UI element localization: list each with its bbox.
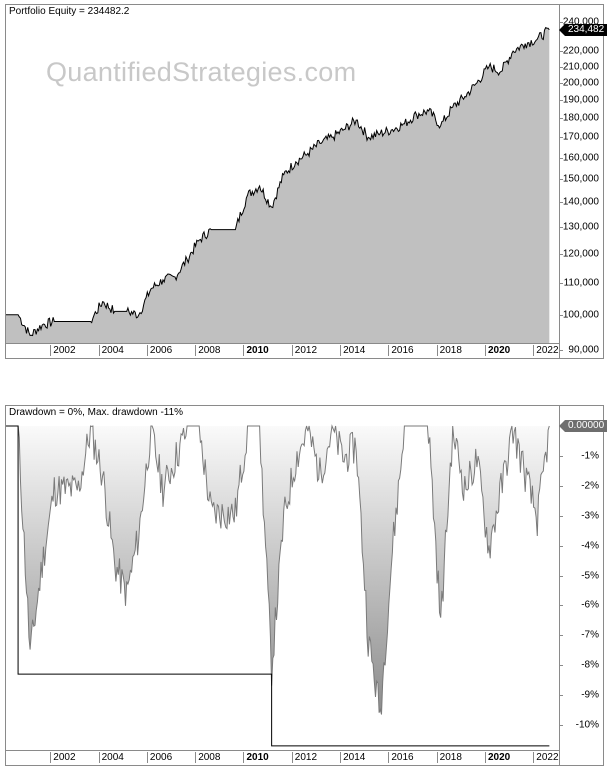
- y-tick-mark: [559, 282, 563, 284]
- y-tick-mark: [559, 725, 563, 726]
- y-tick-mark: [559, 575, 563, 577]
- y-tick-mark: [559, 545, 563, 547]
- y-tick-label: 220,000: [562, 45, 599, 57]
- y-tick-mark: [559, 157, 563, 159]
- x-tick-label: 2010: [243, 345, 269, 356]
- x-tick-label: 2022: [533, 752, 559, 763]
- y-tick-label: 160,000: [562, 152, 599, 164]
- drawdown-line: [6, 424, 550, 715]
- y-tick-label: -2%: [581, 480, 599, 492]
- last-value-flag: 0.00000: [558, 420, 608, 432]
- y-tick-mark: [559, 118, 563, 120]
- x-axis: 2002 2004 2006 2008 2010 2012 2014 2016 2018 2020…: [6, 343, 559, 358]
- x-tick-label: 2016: [388, 752, 414, 763]
- y-tick-label: -10%: [575, 719, 599, 731]
- y-tick-label: 120,000: [562, 248, 599, 260]
- y-tick-mark: [559, 82, 563, 84]
- y-tick-mark: [559, 227, 563, 229]
- y-tick-mark: [559, 665, 563, 667]
- y-tick-label: -9%: [581, 689, 599, 701]
- y-tick-label: 200,000: [562, 77, 599, 89]
- equity-line: [6, 26, 550, 337]
- y-tick-mark: [559, 314, 563, 316]
- y-tick-label: 110,000: [563, 277, 599, 289]
- y-axis: 234,482 90,000 100,000 110,000 120,000 130,0…: [558, 5, 608, 358]
- y-tick-label: -8%: [581, 659, 599, 671]
- x-tick-label: 2014: [340, 345, 365, 356]
- x-tick-label: 2002: [50, 752, 76, 763]
- y-tick-mark: [559, 100, 563, 102]
- y-tick-label: -6%: [581, 599, 599, 611]
- x-tick-label: 2008: [195, 752, 220, 763]
- y-tick-mark: [559, 137, 563, 139]
- y-tick-mark: [559, 253, 563, 255]
- x-tick-label: 2002: [50, 345, 76, 356]
- y-tick-mark: [559, 66, 563, 68]
- x-tick-label: 2012: [291, 345, 317, 356]
- y-axis: 0.00000 -1% -2% -3% -4% -5% -6% -7% -8% -9% -10%: [558, 406, 608, 765]
- equity-curve: [6, 26, 550, 343]
- y-tick-label: 130,000: [562, 221, 599, 233]
- max-drawdown-line: [6, 425, 550, 747]
- x-tick-label: 2022: [533, 345, 559, 356]
- y-tick-mark: [559, 202, 563, 204]
- drawdown-curve: [6, 424, 550, 747]
- drawdown-plot-area: 2002 2004 2006 2008 2010 2012 2014 2016 2018 2020…: [6, 406, 560, 765]
- y-tick-label: 180,000: [562, 112, 599, 124]
- x-tick-label: 2014: [340, 752, 365, 763]
- drawdown-chart-panel: Drawdown = 0%, Max. drawdown -11% 2002 20…: [5, 405, 608, 766]
- y-tick-label: -1%: [581, 450, 599, 462]
- y-tick-mark: [559, 22, 563, 23]
- x-tick-label: 2004: [98, 752, 124, 763]
- y-tick-label: 240,000: [562, 16, 599, 28]
- y-tick-label: 150,000: [562, 173, 599, 185]
- last-value-flag: 234,482: [558, 23, 608, 36]
- y-tick-mark: [559, 51, 563, 53]
- equity-plot-area: 2002 2004 2006 2008 2010 2012 2014 2016 2018 2020…: [6, 5, 560, 358]
- y-tick-mark: [559, 695, 563, 697]
- y-tick-label: 90,000: [568, 344, 599, 356]
- y-tick-label: -7%: [581, 629, 599, 641]
- drawdown-chart-title: Drawdown = 0%, Max. drawdown -11%: [9, 407, 184, 418]
- y-tick-label: -3%: [581, 510, 599, 522]
- watermark: QuantifiedStrategies.com: [46, 57, 357, 87]
- drawdown-area: [6, 426, 550, 715]
- y-tick-mark: [559, 350, 563, 351]
- y-tick-mark: [559, 635, 563, 637]
- equity-chart-panel: Portfolio Equity = 234482.2 QuantifiedSt…: [5, 4, 608, 359]
- x-tick-label: 2018: [436, 752, 462, 763]
- equity-chart-title: Portfolio Equity = 234482.2: [9, 6, 130, 17]
- x-tick-label: 2020: [484, 752, 510, 763]
- y-tick-label: 100,000: [562, 309, 599, 321]
- equity-area: [6, 27, 550, 343]
- y-tick-label: 190,000: [562, 94, 599, 106]
- y-tick-label: 170,000: [562, 131, 599, 143]
- x-tick-label: 2006: [146, 752, 172, 763]
- x-tick-label: 2012: [291, 752, 317, 763]
- x-tick-label: 2006: [146, 345, 172, 356]
- x-axis: 2002 2004 2006 2008 2010 2012 2014 2016 2018 2020…: [6, 750, 559, 765]
- y-tick-label: -4%: [581, 540, 599, 552]
- x-tick-label: 2018: [436, 345, 462, 356]
- y-tick-mark: [559, 515, 563, 517]
- y-tick-mark: [559, 605, 563, 607]
- y-tick-label: 140,000: [562, 196, 599, 208]
- x-tick-label: 2008: [195, 345, 220, 356]
- y-tick-label: -5%: [581, 570, 599, 581]
- x-tick-label: 2010: [243, 752, 269, 763]
- y-tick-mark: [559, 485, 563, 487]
- y-tick-label: 210,000: [562, 61, 599, 73]
- x-tick-label: 2004: [98, 345, 124, 356]
- y-tick-mark: [559, 179, 563, 181]
- y-tick-mark: [559, 455, 563, 457]
- x-tick-label: 2016: [388, 345, 414, 356]
- x-tick-label: 2020: [484, 345, 510, 356]
